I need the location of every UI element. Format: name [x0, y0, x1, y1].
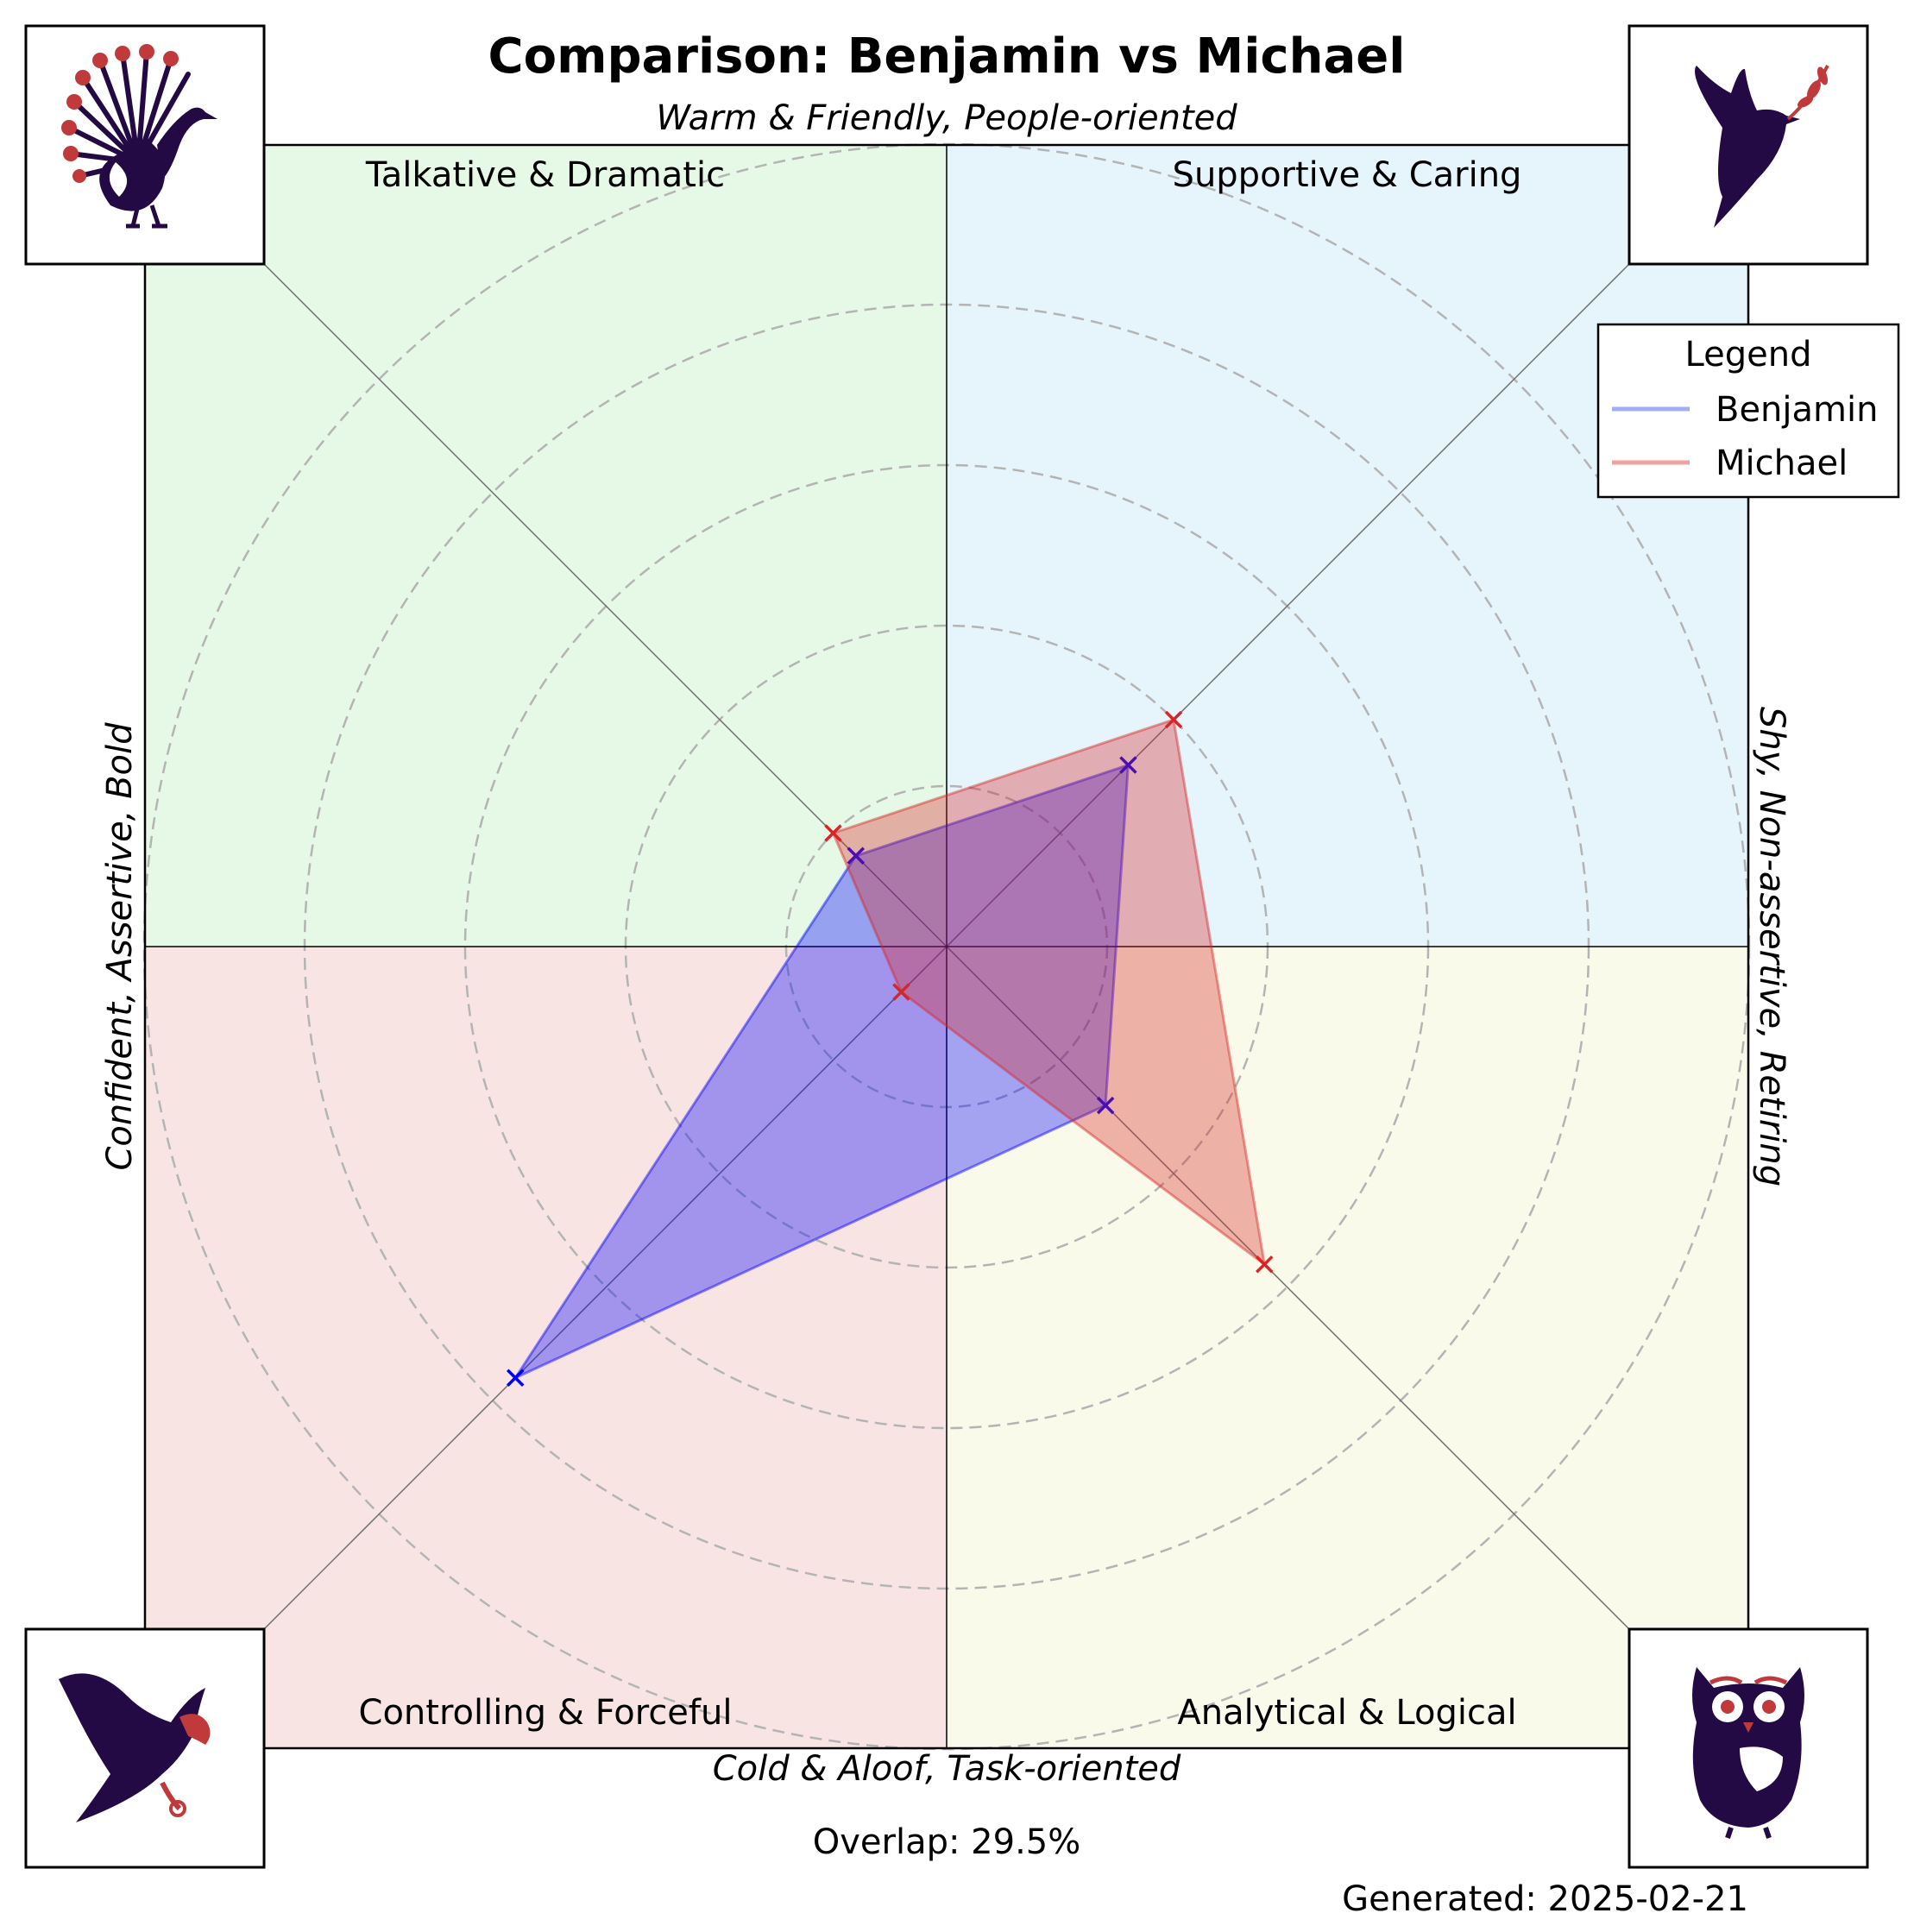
- radar-axis-line-4: [946, 946, 1685, 1685]
- right-axis-label: Shy, Non-assertive, Retiring: [1752, 707, 1791, 1186]
- marker-stroke: [1164, 710, 1183, 729]
- left-axis-label: Confident, Assertive, Bold: [100, 722, 140, 1171]
- quadrant-label-top-right: Supportive & Caring: [1173, 155, 1522, 195]
- bottom-axis-label: Cold & Aloof, Task-oriented: [713, 1749, 1181, 1789]
- eagle-icon: [24, 1627, 266, 1869]
- legend: Legend Benjamin Michael: [1596, 323, 1900, 499]
- series-layer: [506, 710, 1274, 1388]
- data-point-michael-2: [824, 824, 842, 842]
- data-point-michael-4: [1256, 1255, 1274, 1274]
- marker-stroke: [1096, 1096, 1115, 1115]
- top-axis-label: Warm & Friendly, People-oriented: [656, 98, 1237, 138]
- data-point-benjamin-4: [1096, 1096, 1115, 1115]
- dove-icon: [1628, 24, 1869, 266]
- generated-text: Generated: 2025-02-21: [1342, 1879, 1748, 1919]
- radar-axis-line-3: [208, 946, 948, 1685]
- peacock-icon: [24, 24, 266, 266]
- radar-axis-line-2: [208, 208, 948, 947]
- marker-stroke: [847, 846, 866, 865]
- owl-icon: [1628, 1627, 1869, 1869]
- plot-frame: [143, 143, 1750, 1750]
- data-point-benjamin-2: [847, 846, 866, 865]
- marker-stroke: [824, 824, 842, 842]
- quadrant-label-bottom-right: Analytical & Logical: [1177, 1693, 1516, 1733]
- data-point-benjamin-1: [1119, 756, 1137, 774]
- data-point-benjamin-3: [506, 1369, 525, 1388]
- marker-stroke: [506, 1369, 525, 1388]
- quadrant-label-top-left: Talkative & Dramatic: [365, 155, 725, 195]
- radar-axis-line-1: [946, 208, 1685, 947]
- data-point-michael-1: [1164, 710, 1183, 729]
- marker-stroke: [1119, 756, 1137, 774]
- overlap-text: Overlap: 29.5%: [813, 1822, 1081, 1862]
- quadrant-label-bottom-left: Controlling & Forceful: [359, 1693, 733, 1733]
- marker-stroke: [892, 983, 910, 1001]
- chart-title: Comparison: Benjamin vs Michael: [488, 28, 1406, 85]
- legend-label-benjamin: Benjamin: [1716, 390, 1878, 430]
- data-point-michael-3: [892, 983, 910, 1001]
- marker-stroke: [1256, 1255, 1274, 1274]
- legend-label-michael: Michael: [1716, 444, 1848, 483]
- legend-title: Legend: [1685, 335, 1812, 374]
